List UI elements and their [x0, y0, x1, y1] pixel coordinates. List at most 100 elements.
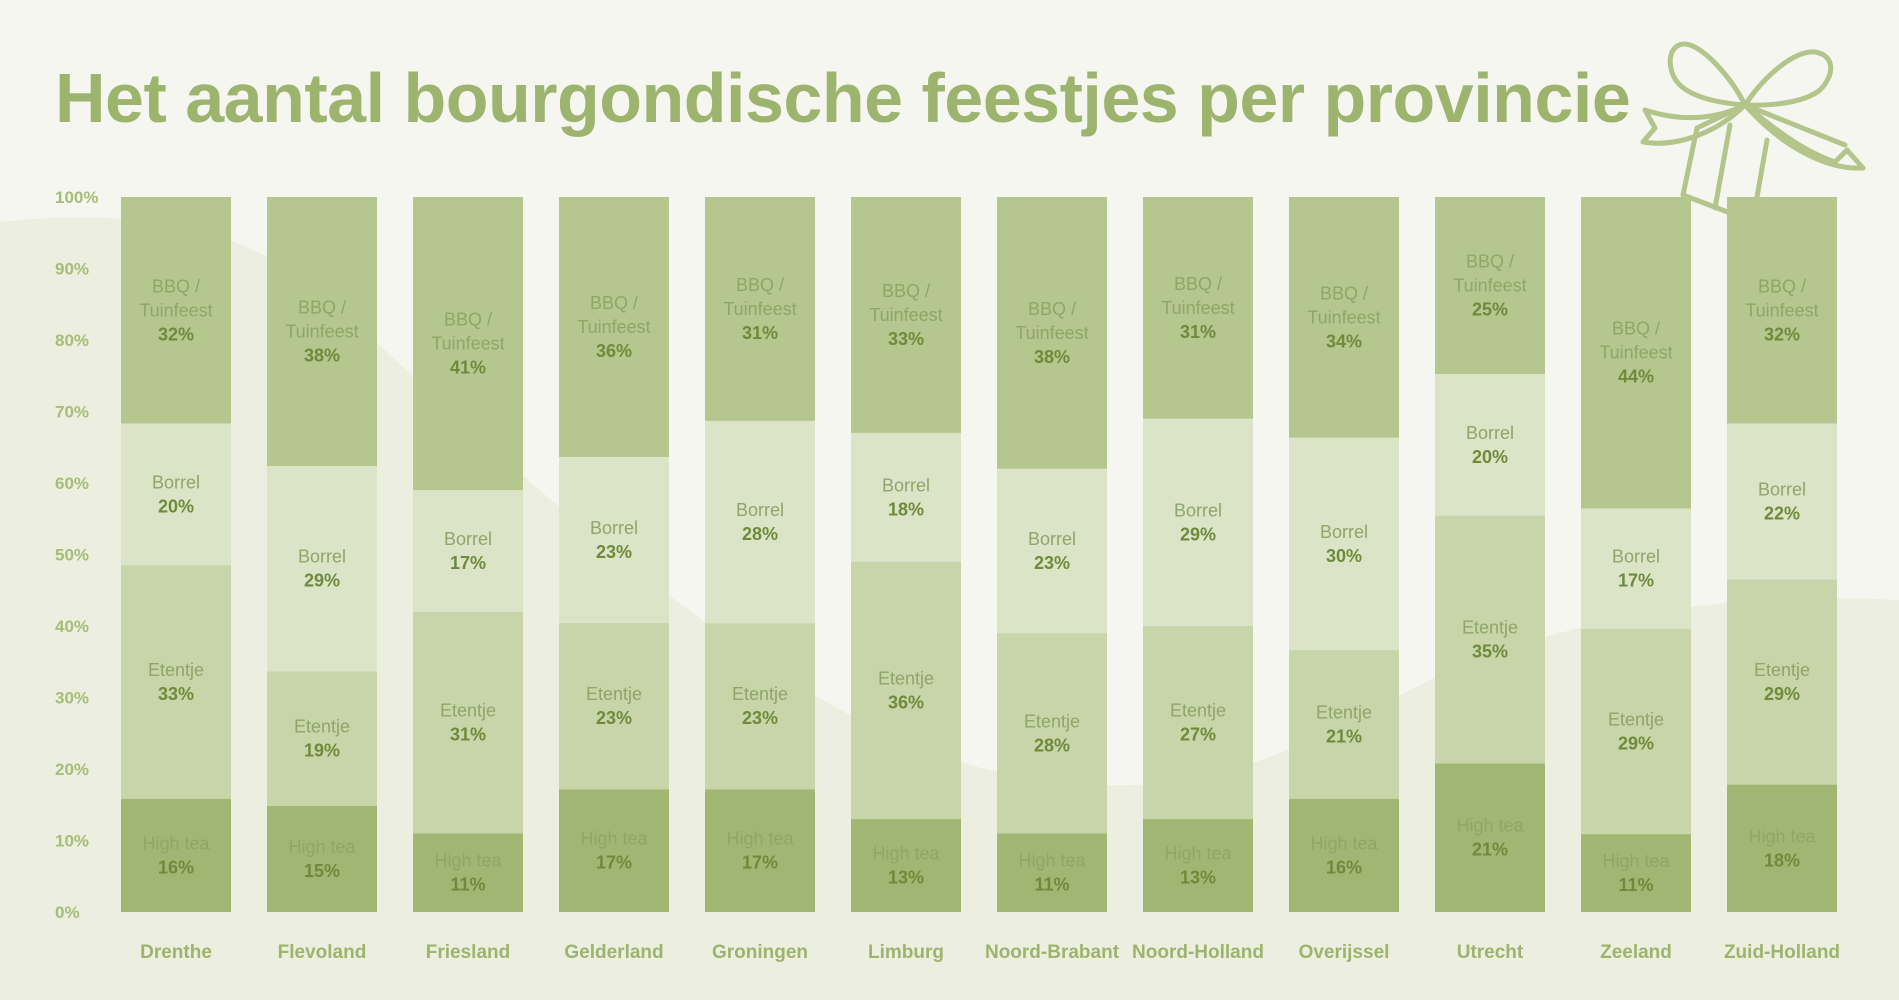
y-tick-label: 80% — [55, 331, 89, 350]
segment-label-name: BBQ / — [1466, 251, 1514, 271]
segment-label-value: 17% — [742, 853, 778, 873]
bar-segment — [121, 565, 231, 799]
segment-label-value: 18% — [888, 499, 924, 519]
segment-label-name: Etentje — [586, 684, 642, 704]
segment-label-value: 32% — [158, 324, 194, 344]
x-category-label: Utrecht — [1457, 942, 1524, 963]
segment-label-name: High tea — [288, 837, 356, 857]
segment-label-name: Borrel — [882, 475, 930, 495]
segment-label-name: High tea — [434, 851, 502, 871]
bar-stack: High tea 11% Etentje 28% Borrel 23% BBQ / Tuinf… — [997, 197, 1107, 912]
y-tick-label: 70% — [55, 403, 89, 422]
bar-stack: High tea 11% Etentje 31% Borrel 17% BBQ / Tuinf… — [413, 197, 523, 912]
bar-segment — [413, 197, 523, 491]
x-category-label: Noord-Brabant — [985, 942, 1120, 963]
x-category-label: Zuid-Holland — [1724, 942, 1840, 963]
segment-label-value: 21% — [1472, 840, 1508, 860]
chart-title: Het aantal bourgondische feestjes per pr… — [55, 59, 1631, 137]
segment-label-name: Borrel — [1320, 522, 1368, 542]
x-category-label: Drenthe — [140, 942, 212, 963]
bar-segment — [267, 805, 377, 912]
segment-label-value: 16% — [158, 857, 194, 877]
segment-label-name: BBQ / — [152, 276, 200, 296]
y-tick-label: 90% — [55, 260, 89, 279]
segment-label-name: BBQ / — [444, 310, 492, 330]
segment-label-value: 23% — [742, 708, 778, 728]
segment-label-value: 13% — [1180, 868, 1216, 888]
bar-segment — [559, 197, 669, 457]
bar-segment — [997, 197, 1107, 469]
bar-segment — [1289, 437, 1399, 651]
segment-label-name: BBQ / — [1612, 319, 1660, 339]
segment-label-value: 28% — [1034, 735, 1070, 755]
x-category-label: Zeeland — [1600, 942, 1672, 963]
bar-segment — [121, 197, 231, 424]
y-tick-label: 0% — [55, 903, 80, 922]
bar-segment — [559, 789, 669, 912]
segment-label-name: High tea — [1748, 826, 1816, 846]
segment-label-value: 28% — [742, 524, 778, 544]
segment-label-name: Tuinfeest — [1015, 323, 1088, 343]
bar-stack: High tea 21% Etentje 35% Borrel 20% BBQ / Tuinf… — [1435, 197, 1545, 912]
bar-stack: High tea 11% Etentje 29% Borrel 17% BBQ / Tuinf… — [1581, 197, 1691, 912]
segment-label-value: 36% — [888, 692, 924, 712]
y-tick-label: 50% — [55, 546, 89, 565]
segment-label-name: Borrel — [1466, 423, 1514, 443]
segment-label-name: Borrel — [1612, 547, 1660, 567]
segment-label-name: Borrel — [444, 529, 492, 549]
bar-segment — [851, 432, 961, 562]
bar-segment — [1435, 373, 1545, 516]
segment-label-value: 27% — [1180, 725, 1216, 745]
segment-label-value: 33% — [888, 329, 924, 349]
segment-label-value: 29% — [1180, 524, 1216, 544]
bar-segment — [705, 420, 815, 624]
bar-segment — [1727, 579, 1837, 785]
segment-label-name: Tuinfeest — [1453, 275, 1526, 295]
bar-segment — [1143, 197, 1253, 419]
segment-label-name: Borrel — [736, 500, 784, 520]
bar-stack: High tea 17% Etentje 23% Borrel 28% BBQ / Tuinf… — [705, 197, 815, 912]
segment-label-value: 30% — [1326, 546, 1362, 566]
segment-label-name: Tuinfeest — [1161, 298, 1234, 318]
segment-label-value: 11% — [450, 875, 485, 895]
bar-segment — [1289, 798, 1399, 912]
bar-segment — [121, 798, 231, 912]
segment-label-value: 11% — [1618, 875, 1653, 895]
y-tick-label: 40% — [55, 617, 89, 636]
segment-label-name: Tuinfeest — [431, 334, 504, 354]
bar-segment — [1581, 834, 1691, 912]
segment-label-name: BBQ / — [1758, 276, 1806, 296]
bar-segment — [1727, 423, 1837, 580]
segment-label-value: 31% — [450, 725, 486, 745]
bar-segment — [1727, 197, 1837, 424]
segment-label-name: BBQ / — [736, 275, 784, 295]
segment-label-name: BBQ / — [590, 293, 638, 313]
bar-segment — [705, 623, 815, 790]
segment-label-name: Etentje — [878, 668, 934, 688]
segment-label-value: 23% — [596, 542, 632, 562]
bar-segment — [1727, 784, 1837, 912]
segment-label-name: Etentje — [294, 717, 350, 737]
bar-segment — [1143, 626, 1253, 820]
segment-label-value: 41% — [450, 358, 486, 378]
bar-stack: High tea 16% Etentje 21% Borrel 30% BBQ / Tuinf… — [1289, 197, 1399, 912]
segment-label-value: 29% — [1764, 684, 1800, 704]
x-category-label: Overijssel — [1299, 942, 1390, 963]
segment-label-name: Tuinfeest — [1599, 343, 1672, 363]
bar-segment — [1581, 197, 1691, 509]
segment-label-name: High tea — [580, 829, 648, 849]
segment-label-value: 23% — [596, 708, 632, 728]
x-category-label: Groningen — [712, 942, 808, 963]
segment-label-value: 31% — [1180, 322, 1216, 342]
bar-segment — [1143, 418, 1253, 626]
y-tick-label: 30% — [55, 689, 89, 708]
segment-label-name: Tuinfeest — [723, 299, 796, 319]
segment-label-name: Tuinfeest — [1307, 307, 1380, 327]
segment-label-value: 20% — [158, 496, 194, 516]
segment-label-name: Etentje — [440, 701, 496, 721]
x-category-label: Flevoland — [278, 942, 367, 963]
y-tick-label: 10% — [55, 832, 89, 851]
bar-segment — [121, 423, 231, 566]
